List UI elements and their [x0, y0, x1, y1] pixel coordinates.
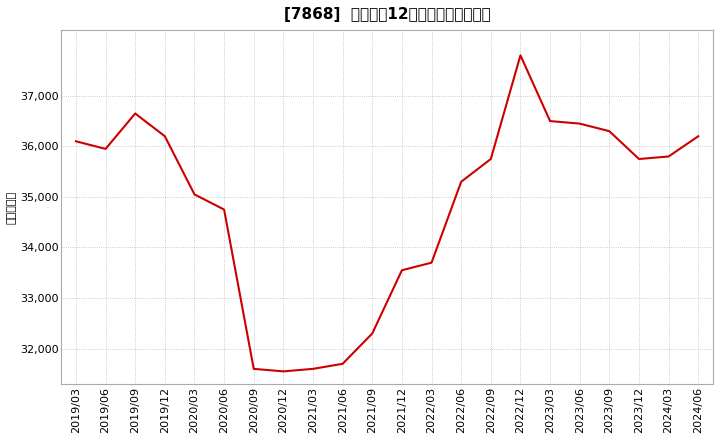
Y-axis label: （百万円）: （百万円）	[7, 191, 17, 224]
Title: [7868]  売上高の12か月移動合計の推移: [7868] 売上高の12か月移動合計の推移	[284, 7, 490, 22]
